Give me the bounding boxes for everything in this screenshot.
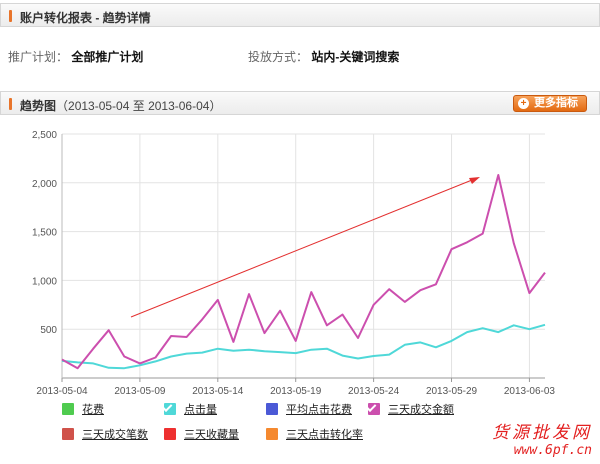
x-tick-label: 2013-05-29 (426, 386, 478, 395)
trend-arrow-head (469, 177, 480, 184)
legend-label: 平均点击花费 (286, 404, 352, 416)
legend-swatch (62, 428, 74, 440)
series-line-clicks (61, 323, 546, 370)
y-axis-labels: 2,500 2,000 1,500 1,000 500 (32, 130, 57, 336)
report-header-bar: 账户转化报表 - 趋势详情 (0, 3, 600, 27)
plan-info: 推广计划： 全部推广计划 (8, 48, 143, 65)
legend-label: 三天点击转化率 (286, 429, 363, 441)
date-range: （2013-05-04 至 2013-06-04） (56, 99, 222, 113)
legend-label: 三天成交金额 (388, 404, 454, 416)
chart-axes (61, 134, 545, 382)
method-value: 站内-关键词搜索 (311, 50, 400, 64)
legend-item-3day-orders[interactable]: 三天成交笔数 (62, 426, 148, 442)
legend-swatch (266, 403, 278, 415)
legend-label: 花费 (82, 404, 104, 416)
more-metrics-label: 更多指标 (534, 97, 578, 109)
plan-label: 推广计划： (8, 50, 69, 64)
legend-swatch (164, 403, 176, 415)
x-tick-label: 2013-05-14 (192, 386, 244, 395)
trend-title: 趋势图 (20, 99, 57, 113)
legend-item-3day-click-conversion[interactable]: 三天点击转化率 (266, 426, 363, 442)
legend-label: 三天收藏量 (184, 429, 239, 441)
legend-swatch (266, 428, 278, 440)
watermark-url: www.6pf.cn (513, 443, 592, 458)
legend-swatch (62, 403, 74, 415)
site-watermark: 货源批发网 www.6pf.cn (492, 418, 592, 458)
x-tick-label: 2013-05-24 (348, 386, 400, 395)
watermark-text: 货源批发网 (492, 423, 592, 443)
y-tick-label: 2,500 (32, 130, 57, 141)
trend-arrow-line (130, 177, 478, 318)
legend-item-clicks[interactable]: 点击量 (164, 401, 217, 417)
y-tick-label: 500 (40, 325, 57, 336)
chart-grid (61, 133, 545, 378)
x-tick-label: 2013-05-09 (114, 386, 166, 395)
plus-icon: + (518, 98, 529, 109)
legend-item-3day-sales[interactable]: 三天成交金额 (368, 401, 454, 417)
more-metrics-button[interactable]: + 更多指标 (513, 95, 587, 112)
legend-item-3day-favorites[interactable]: 三天收藏量 (164, 426, 239, 442)
x-tick-label: 2013-05-19 (270, 386, 322, 395)
legend-item-avg-click-cost[interactable]: 平均点击花费 (266, 401, 352, 417)
trend-header-bar: 趋势图（2013-05-04 至 2013-06-04） + 更多指标 (0, 91, 600, 115)
legend-item-cost[interactable]: 花费 (62, 401, 104, 417)
series-line-3day-sales (61, 174, 546, 370)
legend-swatch (368, 403, 380, 415)
chart-series (61, 174, 546, 370)
page-title: 账户转化报表 - 趋势详情 (20, 11, 151, 25)
header-accent (9, 10, 12, 22)
method-info: 投放方式： 站内-关键词搜索 (248, 48, 399, 65)
legend-label: 三天成交笔数 (82, 429, 148, 441)
legend-swatch (164, 428, 176, 440)
x-tick-label: 2013-05-04 (36, 386, 88, 395)
trend-title-wrap: 趋势图（2013-05-04 至 2013-06-04） (20, 97, 221, 114)
trend-accent (9, 98, 12, 110)
legend-label: 点击量 (184, 404, 217, 416)
x-tick-label: 2013-06-03 (504, 386, 556, 395)
x-axis-labels: 2013-05-04 2013-05-09 2013-05-14 2013-05-19… (36, 386, 555, 395)
plan-value: 全部推广计划 (71, 50, 144, 64)
y-tick-label: 2,000 (32, 179, 57, 190)
y-tick-label: 1,000 (32, 276, 57, 287)
method-label: 投放方式： (248, 50, 309, 64)
y-tick-label: 1,500 (32, 228, 57, 239)
